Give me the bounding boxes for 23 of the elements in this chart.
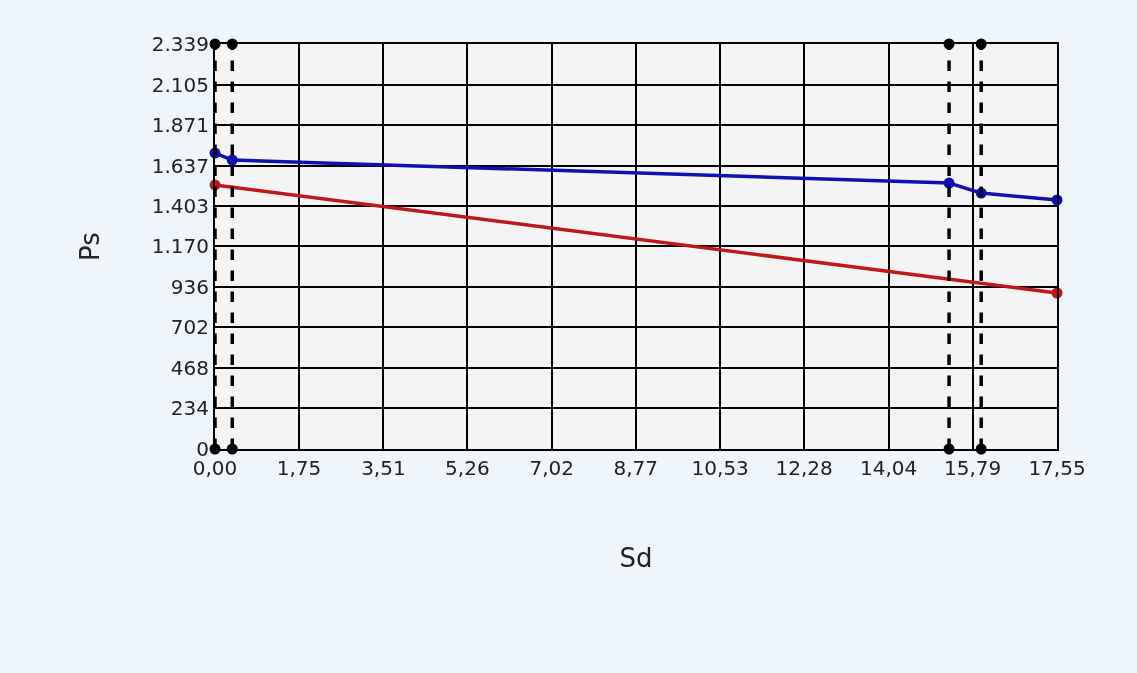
x-tick-label: 15,79: [943, 456, 1002, 480]
y-tick-label: 234: [170, 396, 209, 421]
x-tick-label: 1,75: [276, 456, 322, 480]
x-tick-label: 3,51: [361, 456, 406, 480]
x-axis-title: Sd: [619, 543, 653, 574]
y-tick-label: 1.871: [151, 113, 209, 138]
x-tick-label: 12,28: [775, 456, 833, 480]
x-tick-label: 7,02: [529, 456, 575, 480]
y-tick-label: 2.339: [151, 32, 209, 56]
y-tick-label: 468: [170, 355, 209, 380]
y-tick-label: 2.105: [151, 72, 209, 97]
y-tick-label: 936: [170, 274, 209, 299]
x-tick-label: 5,26: [445, 456, 490, 480]
x-tick-label: 8,77: [613, 456, 659, 480]
y-tick-label: 1.170: [151, 234, 209, 259]
y-axis-title: Ps: [74, 232, 105, 261]
y-tick-label: 1.637: [151, 153, 209, 178]
x-tick-label: 17,55: [1028, 456, 1086, 480]
x-tick-label: 14,04: [859, 456, 918, 480]
y-tick-label: 702: [170, 315, 209, 340]
x-tick-label: 10,53: [691, 456, 749, 480]
point: [226, 154, 238, 166]
y-tick-label: 1.403: [151, 194, 209, 219]
